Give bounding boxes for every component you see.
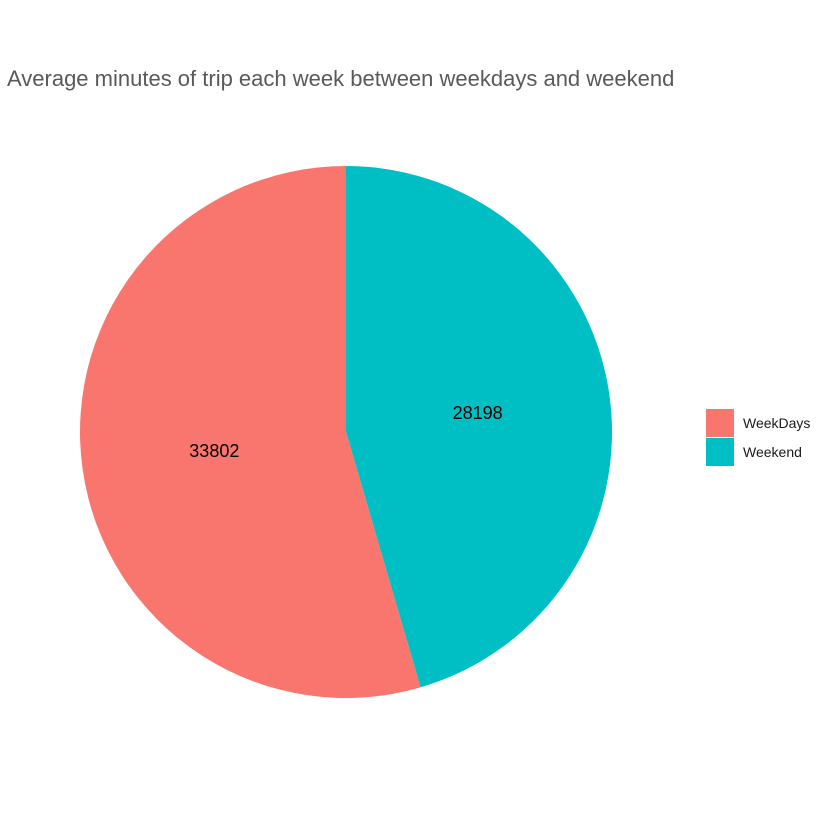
chart-title: Average minutes of trip each week betwee… bbox=[7, 66, 675, 91]
legend-item-weekend: Weekend bbox=[706, 437, 810, 466]
legend-label-weekend: Weekend bbox=[743, 443, 802, 460]
legend-item-weekdays: WeekDays bbox=[706, 408, 810, 437]
pie-slices bbox=[79, 166, 612, 699]
pie-slice-weekend bbox=[346, 166, 612, 688]
pie-slice-weekdays bbox=[79, 166, 421, 699]
slice-value-label-weekend: 28198 bbox=[453, 403, 503, 423]
legend-swatch-weekdays bbox=[706, 408, 734, 437]
legend: WeekDays Weekend bbox=[706, 408, 810, 466]
slice-value-label-weekdays: 33802 bbox=[189, 441, 239, 461]
slice-labels: 28198 33802 bbox=[189, 403, 502, 461]
legend-label-weekdays: WeekDays bbox=[743, 414, 811, 431]
legend-swatch-weekend bbox=[706, 437, 734, 466]
